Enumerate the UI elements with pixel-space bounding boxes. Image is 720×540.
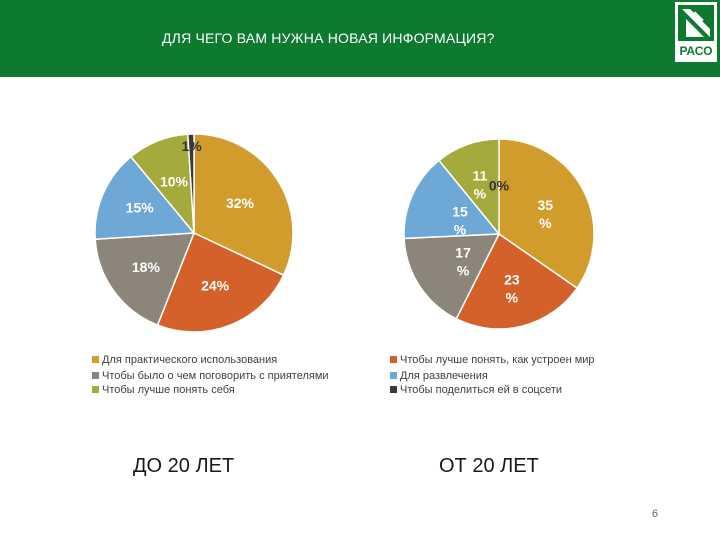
legend-label: Чтобы поделиться ей в соцсети	[400, 384, 563, 396]
legend-swatch	[390, 386, 397, 393]
legend-label: Чтобы лучше понять, как устроен мир	[400, 354, 595, 366]
legend-label: Для развлечения	[400, 370, 488, 382]
pie-slice	[403, 159, 501, 240]
pie-data-label: 11%	[472, 167, 487, 201]
legend-swatch	[92, 386, 99, 393]
pie-data-label: 1%	[181, 138, 202, 154]
pie-slice	[94, 155, 196, 241]
legend-label: Для практического использования	[102, 354, 278, 366]
company-logo: РАСО	[675, 2, 717, 62]
pie-slice	[186, 133, 195, 234]
pie-chart-under-20: 32% 24% 18% 15% 10% 1%	[94, 133, 294, 333]
legend-swatch	[390, 372, 397, 379]
caption-under-20: ДО 20 ЛЕТ	[133, 455, 235, 477]
pie-slice	[193, 133, 294, 277]
chart-legend: Для практического использования Чтобы лу…	[92, 354, 652, 396]
legend-item: Чтобы поделиться ей в соцсети	[390, 384, 562, 396]
header-bar: ДЛЯ ЧЕГО ВАМ НУЖНА НОВАЯ ИНФОРМАЦИЯ? РАС…	[0, 0, 720, 77]
legend-item: Чтобы лучше понять себя	[92, 384, 235, 396]
pie-slice	[455, 232, 579, 330]
logo-text: РАСО	[679, 44, 713, 58]
pie-data-label: 35%	[538, 197, 554, 231]
pie-data-label: 0%	[489, 178, 510, 194]
pie-slice	[156, 231, 285, 333]
pie-data-label: 32%	[226, 195, 255, 211]
logo-mark-icon	[678, 5, 714, 41]
legend-label: Чтобы было о чем поговорить с приятелями	[102, 370, 329, 382]
pie-data-label: 23%	[504, 272, 520, 306]
pie-data-label: 24%	[201, 277, 230, 293]
legend-swatch	[92, 356, 99, 363]
pie-slice	[94, 232, 196, 327]
pie-data-label: 17%	[455, 244, 471, 278]
pie-data-label: 15%	[452, 204, 468, 238]
legend-item: Для практического использования	[92, 354, 277, 366]
legend-swatch	[390, 356, 397, 363]
slide-title: ДЛЯ ЧЕГО ВАМ НУЖНА НОВАЯ ИНФОРМАЦИЯ?	[162, 30, 495, 46]
pie-data-label: 15%	[126, 200, 155, 216]
pie-chart-over-20: 35 % 23 % 17 % 15 % 11% 0%	[403, 138, 595, 330]
legend-swatch	[92, 372, 99, 379]
caption-over-20: ОТ 20 ЛЕТ	[439, 455, 539, 477]
legend-item: Чтобы было о чем поговорить с приятелями	[92, 370, 329, 382]
legend-item: Для развлечения	[390, 370, 488, 382]
legend-item: Чтобы лучше понять, как устроен мир	[390, 354, 595, 366]
pie-slice	[403, 233, 501, 320]
pie-data-label: 18%	[132, 259, 161, 275]
page-number: 6	[652, 508, 659, 520]
pie-slice	[437, 138, 500, 237]
pie-slice	[498, 138, 595, 290]
pie-data-label: 10%	[160, 173, 189, 189]
legend-label: Чтобы лучше понять себя	[102, 384, 235, 396]
